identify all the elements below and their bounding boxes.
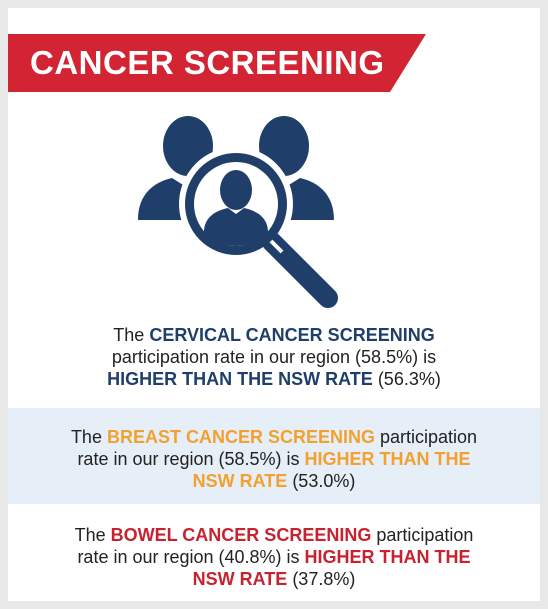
stat-text: rate in our region (40.8%) is <box>77 547 305 567</box>
nsw-rate: (53.0%) <box>287 471 356 491</box>
bowel-screening-stat: The BOWEL CANCER SCREENING participation… <box>8 524 540 590</box>
stat-line: NSW RATE (37.8%) <box>8 568 540 590</box>
stat-line: The CERVICAL CANCER SCREENING <box>8 324 540 346</box>
cervical-screening-stat: The CERVICAL CANCER SCREENING participat… <box>8 324 540 390</box>
program-name: CERVICAL CANCER SCREENING <box>149 325 435 345</box>
stat-line: participation rate in our region (58.5%)… <box>111 347 437 367</box>
stat-intro: The <box>113 325 150 345</box>
comparison-text: HIGHER THAN THE <box>304 547 471 567</box>
stat-intro: The <box>70 427 107 447</box>
stat-line: rate in our region (40.8%) is HIGHER THA… <box>8 546 540 568</box>
comparison-text: HIGHER THAN THE <box>304 449 471 469</box>
stat-intro: The <box>74 525 111 545</box>
comparison-text: HIGHER THAN THE NSW RATE <box>107 369 373 389</box>
stat-line: HIGHER THAN THE NSW RATE (56.3%) <box>8 368 540 390</box>
stat-line: NSW RATE (53.0%) <box>8 470 540 492</box>
stat-line: The BOWEL CANCER SCREENING participation <box>8 524 540 546</box>
page-title: CANCER SCREENING <box>30 44 385 81</box>
stat-line: rate in our region (58.5%) is HIGHER THA… <box>8 448 540 470</box>
stat-line: The BREAST CANCER SCREENING participatio… <box>8 426 540 448</box>
comparison-text: NSW RATE <box>192 569 288 589</box>
nsw-rate: (56.3%) <box>372 369 441 389</box>
stat-text: participation <box>375 427 478 447</box>
comparison-text: NSW RATE <box>192 471 288 491</box>
infographic-card: CANCER SCREENING <box>8 8 540 601</box>
title-banner: CANCER SCREENING <box>8 34 426 92</box>
nsw-rate: (37.8%) <box>287 569 356 589</box>
stat-text: rate in our region (58.5%) is <box>77 449 305 469</box>
program-name: BOWEL CANCER SCREENING <box>110 525 372 545</box>
breast-screening-stat: The BREAST CANCER SCREENING participatio… <box>8 426 540 492</box>
breast-screening-panel: The BREAST CANCER SCREENING participatio… <box>8 408 540 504</box>
people-search-icon <box>132 108 342 308</box>
program-name: BREAST CANCER SCREENING <box>106 427 375 447</box>
stat-text: participation <box>371 525 474 545</box>
